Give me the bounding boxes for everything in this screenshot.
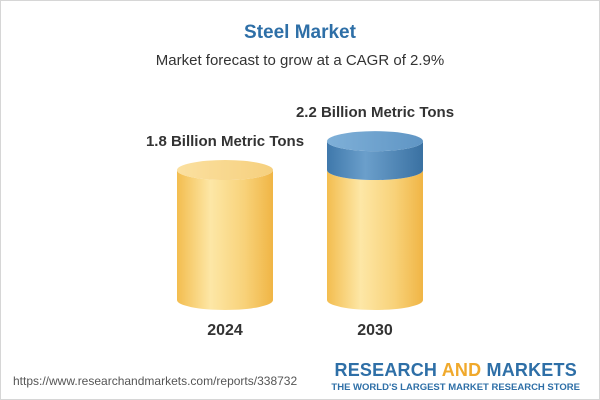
bar-2030-base [327, 170, 423, 310]
bar-2024-top [177, 160, 273, 181]
brand-name: RESEARCH AND MARKETS [334, 360, 577, 380]
x-tick-label-2024: 2024 [207, 322, 243, 339]
brand-logo: RESEARCH AND MARKETS THE WORLD'S LARGEST… [331, 360, 580, 393]
chart-subtitle: Market forecast to grow at a CAGR of 2.9… [155, 52, 445, 69]
data-label-2030: 2.2 Billion Metric Tons [296, 104, 454, 121]
chart-title: Steel Market [244, 22, 356, 43]
x-tick-label-2030: 2030 [357, 322, 393, 339]
source-url[interactable]: https://www.researchandmarkets.com/repor… [13, 374, 298, 388]
bar-2030-top [327, 131, 423, 152]
brand-tagline: THE WORLD'S LARGEST MARKET RESEARCH STOR… [331, 382, 580, 393]
bar-2030-growth [327, 141, 423, 181]
bar-2024-base [177, 170, 273, 310]
data-label-2024: 1.8 Billion Metric Tons [146, 133, 304, 150]
